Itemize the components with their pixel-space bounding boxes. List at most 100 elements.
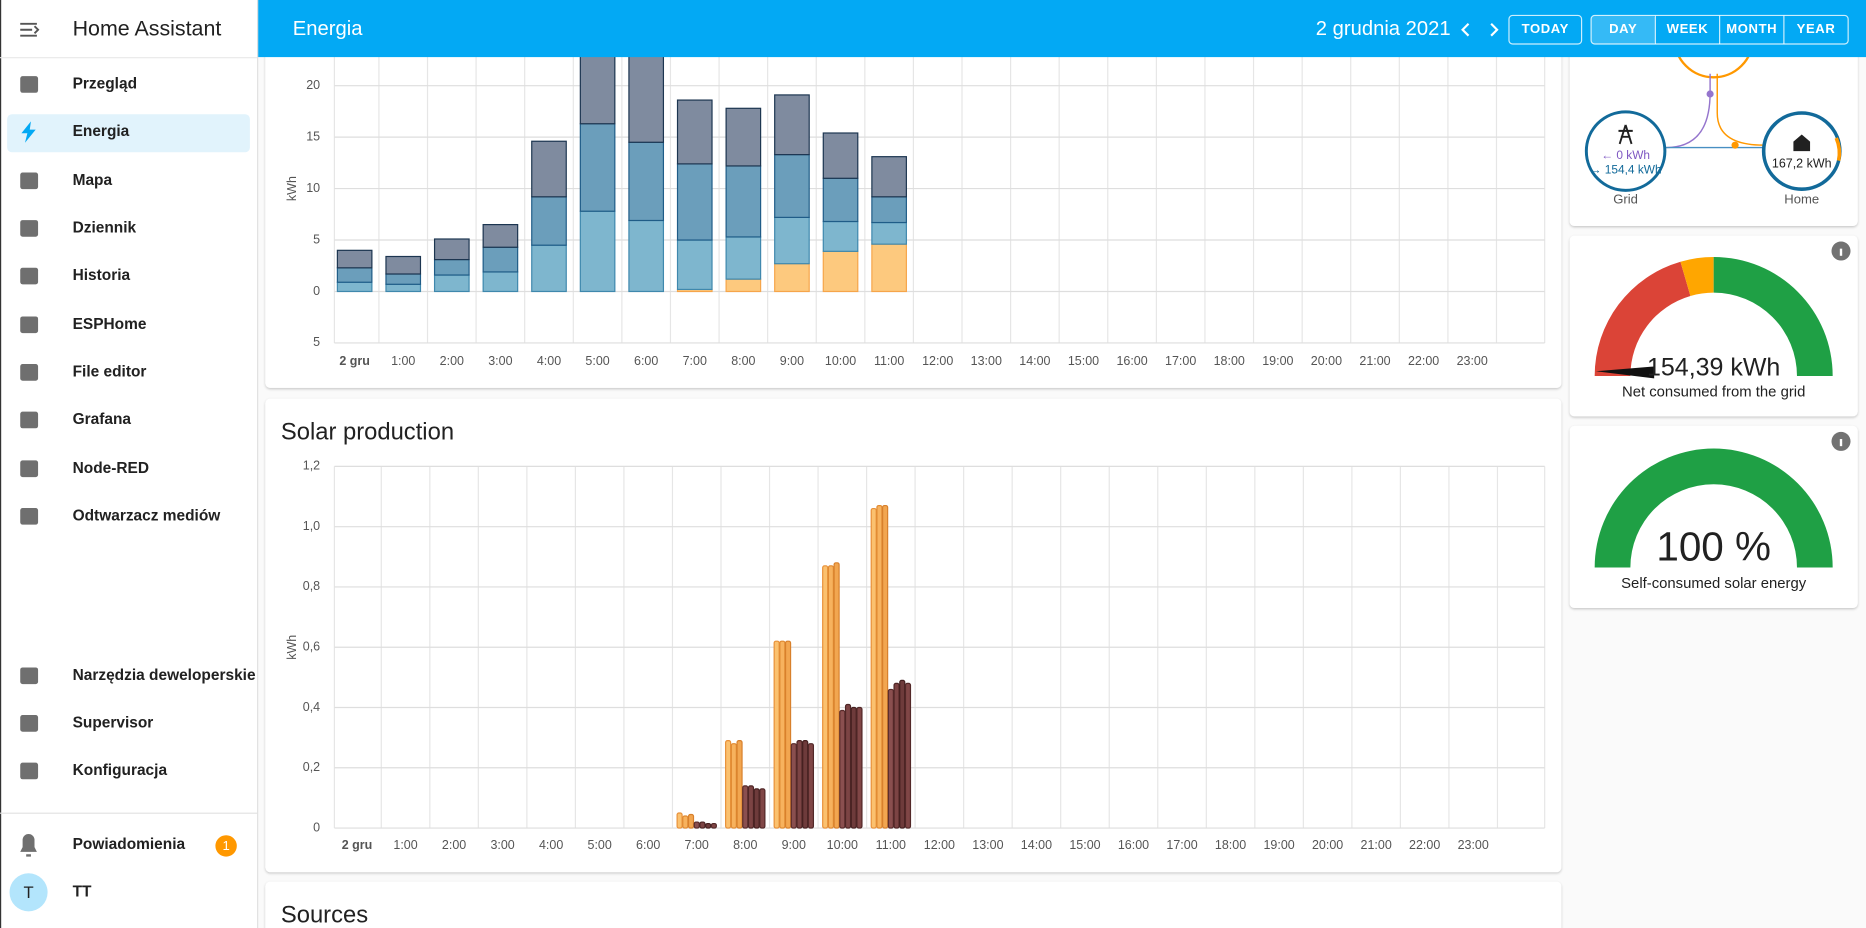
bar-segment xyxy=(433,274,470,293)
x-tick-label: 3:00 xyxy=(488,354,512,368)
x-tick-label: 15:00 xyxy=(1069,838,1100,852)
bar-segment xyxy=(433,258,470,276)
bar xyxy=(807,743,815,829)
nav-icon xyxy=(20,364,39,381)
bar-segment xyxy=(871,221,907,245)
user-name[interactable]: TT xyxy=(73,883,92,900)
bar-segment xyxy=(628,55,665,143)
x-tick-label: 5:00 xyxy=(588,838,612,852)
nav-item[interactable]: Przegląd xyxy=(73,76,137,93)
page-title: Energia xyxy=(293,18,363,40)
x-tick-label: 1:00 xyxy=(391,354,415,368)
nav-icon xyxy=(20,76,39,93)
today-button[interactable] xyxy=(1508,14,1583,45)
y-tick-label: 0,4 xyxy=(303,700,320,714)
nav-item[interactable]: Narzędzia deweloperskie xyxy=(73,667,256,684)
bar xyxy=(870,507,877,829)
period-button[interactable]: YEAR xyxy=(1797,21,1836,36)
x-tick-label: 16:00 xyxy=(1118,838,1149,852)
y-axis-label: kWh xyxy=(285,635,299,660)
x-tick-label: 11:00 xyxy=(876,838,906,852)
prev[interactable] xyxy=(1461,23,1470,37)
energy-usage-chart: 5 0 5 10 15 20 kWh 2 gru 1:00 2:00 3:00 4:00 5:00 6:0… xyxy=(285,34,1546,368)
x-tick-label: 10:00 xyxy=(827,838,858,852)
bar-segment xyxy=(531,140,567,198)
gauge-label: Self-consumed solar energy xyxy=(1621,576,1807,592)
home-solar-part xyxy=(1834,137,1842,161)
y-tick-label: 5 xyxy=(313,232,320,246)
home-value: 167,2 kWh xyxy=(1772,156,1832,170)
grid-node xyxy=(1584,110,1667,192)
bar-segment xyxy=(676,239,713,291)
bar-segment xyxy=(725,236,762,280)
nav-item[interactable]: Powiadomienia xyxy=(73,836,186,853)
nav-item[interactable]: Energia xyxy=(73,123,130,140)
nav-item[interactable]: Odtwarzacz mediów xyxy=(73,507,222,524)
bar xyxy=(699,821,706,829)
x-tick-label: 2 gru xyxy=(342,838,373,852)
today-label: TODAY xyxy=(1522,21,1569,36)
bar xyxy=(693,821,700,829)
nav-icon xyxy=(20,220,39,237)
next[interactable] xyxy=(1490,23,1499,37)
bar-segment xyxy=(482,246,519,273)
x-tick-label: 20:00 xyxy=(1311,354,1342,368)
nav-item[interactable]: Grafana xyxy=(73,411,132,428)
nav-icon xyxy=(20,715,39,732)
x-tick-label: 23:00 xyxy=(1458,838,1489,852)
x-tick-label: 7:00 xyxy=(685,838,709,852)
y-tick-label: 0 xyxy=(313,284,320,298)
bar-segment xyxy=(725,107,762,167)
bar-segment xyxy=(482,223,519,248)
bar xyxy=(876,504,883,829)
info-glyph xyxy=(1839,439,1843,447)
bar-segment xyxy=(531,244,567,293)
menu-button[interactable] xyxy=(20,22,40,37)
grid-out: → 154,4 kWh xyxy=(1590,162,1662,176)
bell-icon xyxy=(20,834,37,857)
nav-item[interactable]: Supervisor xyxy=(73,714,154,731)
x-tick-label: 22:00 xyxy=(1409,838,1440,852)
nav-icon xyxy=(20,316,39,334)
bar xyxy=(850,706,857,829)
y-axis-label: kWh xyxy=(285,176,299,201)
bar-segment xyxy=(822,132,859,179)
x-tick-label: 13:00 xyxy=(972,838,1003,852)
y-tick-label: 1,2 xyxy=(303,459,320,473)
nav-item[interactable]: Dziennik xyxy=(73,220,137,237)
navigation: Przegląd Energia Mapa Dziennik Historia ESPHo… xyxy=(9,76,256,912)
period-button[interactable]: DAY xyxy=(1609,21,1637,36)
bar xyxy=(784,640,792,829)
bar xyxy=(742,785,749,829)
x-tick-label: 18:00 xyxy=(1214,354,1245,368)
period-button[interactable]: MONTH xyxy=(1726,21,1777,36)
bar-segment xyxy=(579,123,616,212)
bar-segment xyxy=(336,249,373,269)
y-tick-label: 15 xyxy=(306,129,320,143)
bar-segment xyxy=(871,196,907,224)
nav-item[interactable]: File editor xyxy=(73,363,147,380)
x-tick-label: 2:00 xyxy=(442,838,466,852)
x-tick-label: 18:00 xyxy=(1215,838,1246,852)
nav-item[interactable]: Konfiguracja xyxy=(73,762,168,779)
x-tick-label: 16:00 xyxy=(1116,354,1147,368)
nav-item[interactable]: ESPHome xyxy=(73,316,147,333)
nav-item[interactable]: Historia xyxy=(73,267,131,284)
bar-segment xyxy=(385,273,422,285)
y-tick-label: 0,2 xyxy=(303,760,320,774)
x-tick-label: 13:00 xyxy=(971,354,1002,368)
bar-segment xyxy=(725,278,762,293)
solar-card xyxy=(265,398,1562,873)
bar-segment xyxy=(774,154,810,218)
periods: DAY WEEK MONTH YEAR xyxy=(1609,15,1836,45)
avatar[interactable] xyxy=(9,873,48,912)
gauge-arc xyxy=(1713,256,1833,376)
bar-segment xyxy=(385,255,422,275)
grid-in: ← 0 kWh xyxy=(1601,148,1650,162)
x-tick-label: 4:00 xyxy=(537,354,561,368)
x-tick-label: 6:00 xyxy=(636,838,660,852)
bar xyxy=(736,740,743,829)
nav-item[interactable]: Node-RED xyxy=(73,460,149,477)
period-button[interactable]: WEEK xyxy=(1667,21,1709,36)
nav-item[interactable]: Mapa xyxy=(73,172,113,189)
